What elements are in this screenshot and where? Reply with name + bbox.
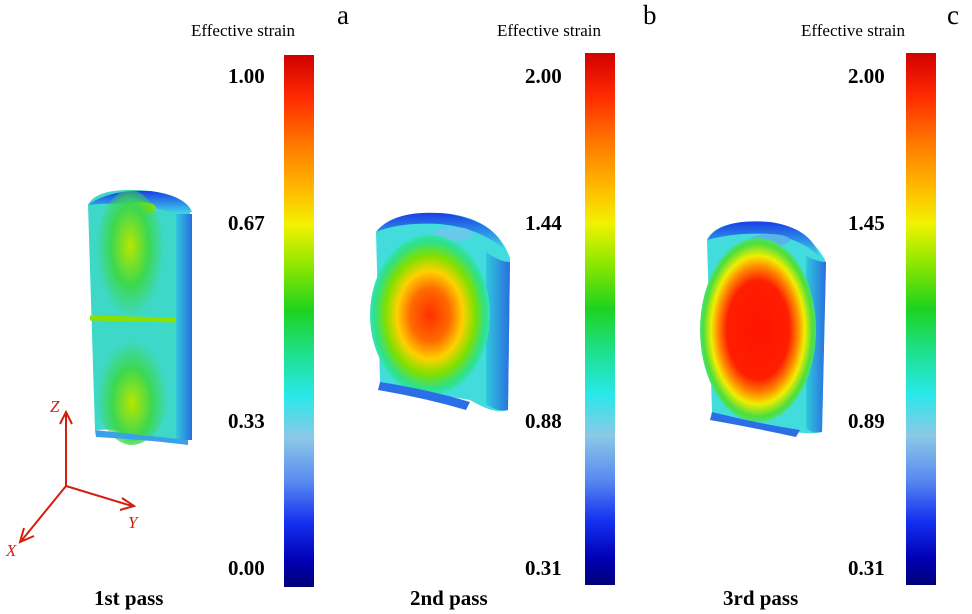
y-axis-line [65,485,133,507]
colorbar-title-b: Effective strain [497,21,602,40]
tick-c-4: 0.31 [848,556,885,580]
tick-a-2: 0.67 [228,211,265,235]
tick-a-3: 0.33 [228,409,265,433]
caption-1st-pass: 1st pass [94,586,164,610]
panel-label-c: c [947,0,959,30]
z-axis-label: Z [50,397,60,416]
coordinate-axes [18,409,137,544]
caption-3rd-pass: 3rd pass [723,586,799,610]
colorbar-title-a: Effective strain [191,21,296,40]
y-axis-label: Y [128,513,139,532]
tick-c-1: 2.00 [848,64,885,88]
colorbar-title-c: Effective strain [801,21,906,40]
x-axis-label: X [5,541,17,560]
panel-label-a: a [337,0,349,30]
tick-b-2: 1.44 [525,211,562,235]
colorbar-b [585,53,615,585]
panel-label-b: b [643,0,657,30]
y-arrow-icon [119,497,137,511]
tick-c-2: 1.45 [848,211,885,235]
tick-b-1: 2.00 [525,64,562,88]
tick-a-1: 1.00 [228,64,265,88]
specimen-2nd-pass [370,212,510,412]
colorbar-c [906,53,936,585]
tick-b-4: 0.31 [525,556,562,580]
z-arrow-icon [59,409,73,425]
colorbar-a [284,55,314,587]
x-arrow-icon [18,527,35,544]
tick-b-3: 0.88 [525,409,562,433]
specimen-1st-pass [88,190,192,445]
x-axis-line [21,485,67,541]
specimen-3rd-pass [700,221,826,437]
tick-c-3: 0.89 [848,409,885,433]
caption-2nd-pass: 2nd pass [410,586,488,610]
tick-a-4: 0.00 [228,556,265,580]
